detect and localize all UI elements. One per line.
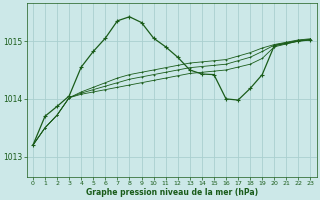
X-axis label: Graphe pression niveau de la mer (hPa): Graphe pression niveau de la mer (hPa) bbox=[86, 188, 258, 197]
